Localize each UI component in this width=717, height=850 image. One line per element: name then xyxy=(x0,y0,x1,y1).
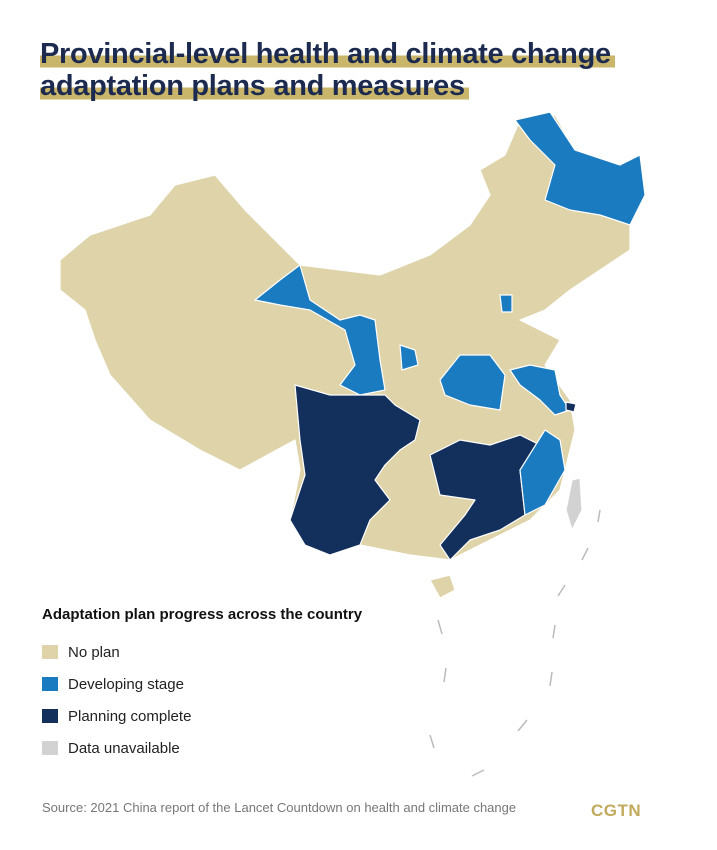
legend-item: Planning complete xyxy=(42,707,191,725)
region xyxy=(289,384,421,556)
legend-label: No plan xyxy=(68,643,120,661)
region xyxy=(254,264,386,396)
legend-item: Data unavailable xyxy=(42,739,180,757)
region xyxy=(429,434,546,561)
legend-label: Planning complete xyxy=(68,707,192,725)
legend-title: Adaptation plan progress across the coun… xyxy=(42,606,363,623)
region xyxy=(565,401,577,413)
dash-line xyxy=(429,509,601,777)
region xyxy=(399,344,419,371)
legend-item: Developing stage xyxy=(42,675,184,693)
legend-label: Data unavailable xyxy=(68,739,180,757)
legend-swatch xyxy=(42,677,58,691)
region xyxy=(565,477,583,531)
source: Source: 2021 China report of the Lancet … xyxy=(42,800,517,815)
region xyxy=(429,574,456,599)
legend-swatch xyxy=(42,741,58,755)
logo: CGTN xyxy=(591,801,642,820)
legend-item: No plan xyxy=(42,643,120,661)
legend-label: Developing stage xyxy=(68,675,184,693)
region xyxy=(519,429,566,516)
region xyxy=(439,354,506,411)
title-line: Provincial-level health and climate chan… xyxy=(40,38,615,71)
legend-swatch xyxy=(42,645,58,659)
region xyxy=(514,111,646,226)
legend-swatch xyxy=(42,709,58,723)
region xyxy=(499,294,513,313)
title-line: adaptation plans and measures xyxy=(40,70,469,103)
